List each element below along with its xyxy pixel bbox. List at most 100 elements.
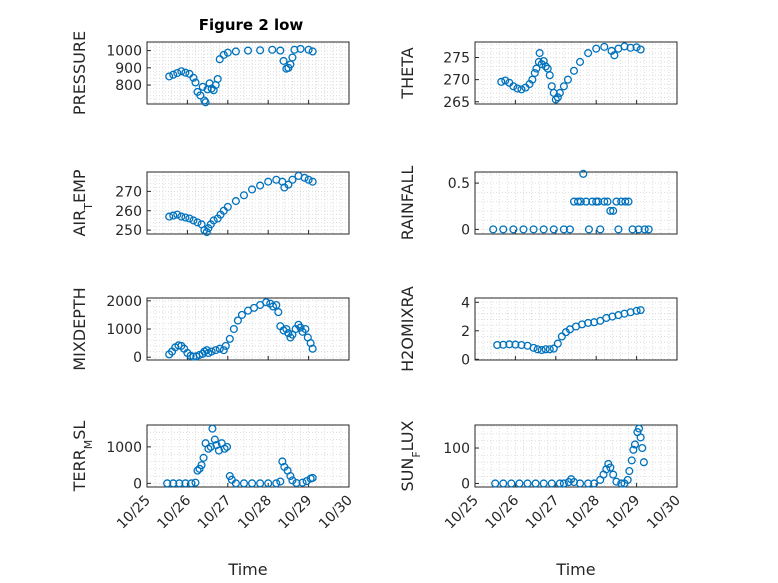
subplot-air-temp: 250 260 270 AIRTEMP <box>70 169 350 239</box>
y-axis-label: AIRTEMP <box>70 169 95 236</box>
axes-border <box>474 424 678 488</box>
subplot-sun-flux: 0 100 10/25 10/26 10/27 10/28 10/29 10/30 Time SU… <box>398 420 684 579</box>
data-point <box>609 206 618 215</box>
data-point <box>288 175 297 184</box>
data-point <box>215 55 224 64</box>
data-point <box>288 53 297 62</box>
figure-title: Figure 2 low <box>199 16 304 34</box>
data-point <box>175 479 184 488</box>
data-point <box>286 472 295 481</box>
data-point <box>274 308 283 317</box>
data-point <box>296 323 305 332</box>
data-point <box>592 44 601 53</box>
x-tick-label: 10/28 <box>235 493 275 533</box>
data-point <box>523 479 532 488</box>
subplot-theta: 265 270 275 THETA <box>398 41 678 111</box>
y-axis-label: TERRMSL <box>70 421 95 493</box>
x-tick-label: 10/26 <box>154 492 194 532</box>
y-tick-label: 0 <box>461 222 470 238</box>
subplot-mixdepth: 0 1000 2000 MIXDEPTH <box>70 287 350 371</box>
data-point <box>247 479 257 488</box>
data-point <box>582 197 591 206</box>
data-point <box>529 225 538 234</box>
data-point <box>617 479 626 488</box>
data-point <box>549 344 558 353</box>
data-point <box>181 213 190 222</box>
data-point <box>509 225 518 234</box>
data-point <box>584 49 593 58</box>
data-point <box>199 453 208 462</box>
data-point <box>191 478 200 487</box>
axes-frame <box>146 424 350 488</box>
data-point <box>634 225 643 234</box>
data-point <box>632 306 641 315</box>
data-point <box>302 477 311 486</box>
data-point <box>181 68 190 77</box>
data-point <box>200 96 209 105</box>
subplot-h2omixra: 0 2 4 H2OMIXRA <box>398 286 678 372</box>
data-point <box>609 470 618 479</box>
y-tick-label: 0 <box>461 476 470 492</box>
data-point <box>515 479 524 488</box>
data-point <box>288 476 297 485</box>
data-point <box>489 225 498 234</box>
data-point <box>308 473 317 482</box>
data-point <box>284 180 293 189</box>
data-point <box>308 344 317 353</box>
data-point <box>531 479 540 488</box>
data-point <box>584 318 593 327</box>
data-point <box>279 56 288 65</box>
data-point <box>530 68 539 78</box>
data-point <box>282 324 291 334</box>
data-point <box>559 479 568 488</box>
data-point <box>551 95 560 104</box>
data-point <box>636 306 645 315</box>
data-point <box>511 340 520 349</box>
data-point <box>547 479 556 488</box>
data-point <box>278 457 287 466</box>
y-axis-label: RAINFALL <box>398 166 417 241</box>
data-point <box>499 225 508 234</box>
data-point <box>191 78 200 87</box>
data-point <box>262 298 271 307</box>
data-point <box>632 43 641 52</box>
x-tick-label: 10/28 <box>563 493 603 533</box>
data-point <box>223 202 232 211</box>
y-tick-label: 100 <box>443 441 470 457</box>
axes-frame <box>474 297 678 361</box>
data-point <box>268 45 277 54</box>
data-point <box>636 433 645 442</box>
data-point <box>628 225 637 234</box>
data-point <box>629 445 638 454</box>
data-point <box>614 225 623 234</box>
data-point <box>193 466 202 475</box>
data-point <box>296 44 305 53</box>
data-point <box>247 185 257 194</box>
y-tick-label: 800 <box>115 78 142 94</box>
axes-border <box>474 41 678 105</box>
y-tick-label: 4 <box>461 295 470 311</box>
data-point <box>545 71 554 80</box>
y-tick-label: 250 <box>115 223 142 239</box>
y-tick-label: 2 <box>461 324 470 340</box>
axes-border <box>146 171 350 235</box>
data-point <box>596 225 605 234</box>
data-point <box>219 50 228 59</box>
axes-border <box>474 297 678 361</box>
data-point <box>539 225 548 234</box>
data-point <box>272 300 281 310</box>
data-point <box>196 91 205 100</box>
x-tick-label: 10/27 <box>195 493 235 533</box>
data-point <box>627 456 636 465</box>
data-point <box>308 47 317 56</box>
axes-border <box>146 41 350 105</box>
data-point <box>545 345 554 354</box>
data-point <box>223 48 232 57</box>
data-point <box>517 85 526 94</box>
data-point <box>621 197 630 206</box>
x-tick-label: 10/29 <box>276 493 316 533</box>
data-point <box>612 477 621 486</box>
data-point <box>211 346 220 355</box>
data-point <box>565 225 574 234</box>
